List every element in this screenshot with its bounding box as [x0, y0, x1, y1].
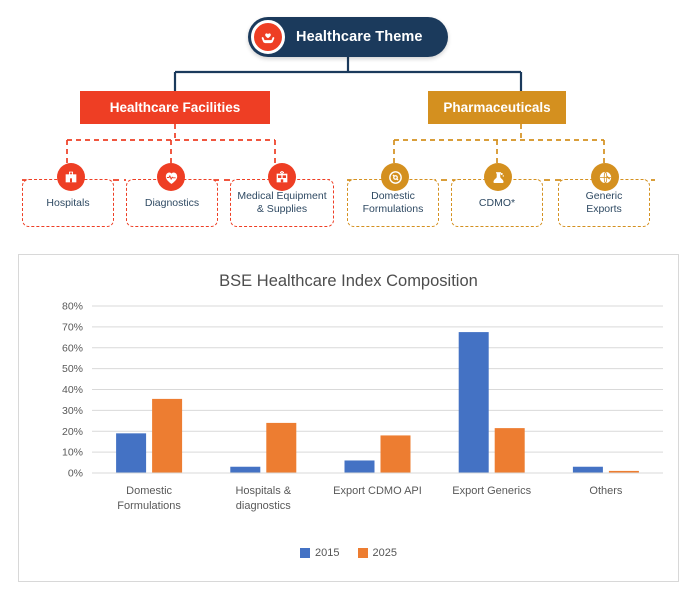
leaf-hospitals-label: Hospitals [46, 196, 90, 209]
healthcare-theme-hierarchy-diagram: Healthcare Theme Healthcare Facilities P… [0, 0, 697, 245]
node-pharmaceuticals-label: Pharmaceuticals [443, 100, 551, 115]
y-axis-tick-label: 40% [62, 384, 83, 396]
bar-2025-3[interactable] [494, 428, 525, 473]
x-axis-tick-label: Others [589, 485, 623, 497]
leaf-medical-equipment-label-line1: Medical Equipment [237, 190, 327, 202]
leaf-domestic-formulations-label-line1: Domestic [371, 190, 415, 202]
legend-label: 2025 [372, 547, 397, 559]
bar-2025-0[interactable] [152, 398, 183, 473]
grouped-bar-chart: 0% 10% 20% 30% 40% 50% 60% 70% 80% Domestic Formul… [62, 301, 663, 512]
leaf-generic-exports-label-line1: Generic [585, 190, 623, 202]
x-axis-tick-label: Formulations [117, 500, 181, 512]
root-node-healthcare-theme[interactable]: Healthcare Theme [248, 17, 448, 57]
root-node-label: Healthcare Theme [296, 29, 423, 45]
x-axis-tick-label: Export Generics [452, 485, 531, 497]
healthcare-hands-heart-icon [251, 20, 285, 54]
y-axis-tick-label: 20% [62, 426, 83, 438]
x-axis-tick-label: Domestic [126, 485, 172, 497]
lab-flask-icon [484, 163, 512, 191]
legend-swatch-icon [357, 548, 368, 558]
y-axis-tick-label: 80% [62, 301, 83, 313]
x-axis-tick-label: Hospitals & [235, 485, 291, 497]
legend-swatch-icon [300, 548, 311, 558]
y-axis-tick-label: 0% [68, 468, 83, 480]
bar-2015-4[interactable] [572, 466, 603, 473]
globe-export-icon [591, 163, 619, 191]
leaf-cdmo-label: CDMO* [478, 196, 516, 209]
bar-2025-2[interactable] [380, 435, 411, 473]
legend-label: 2015 [315, 547, 340, 559]
medical-equipment-icon [268, 163, 296, 191]
leaf-domestic-formulations-label-line2: Formulations [362, 203, 424, 215]
node-healthcare-facilities[interactable]: Healthcare Facilities [80, 91, 270, 124]
bar-2015-1[interactable] [230, 466, 261, 473]
chart-plot-area: 0% 10% 20% 30% 40% 50% 60% 70% 80% Domestic Formul… [19, 291, 680, 521]
hospital-icon [57, 163, 85, 191]
bar-2025-4[interactable] [608, 470, 639, 473]
bar-2015-2[interactable] [344, 460, 375, 473]
leaf-medical-equipment-label-line2: & Supplies [256, 203, 308, 215]
y-axis-tick-label: 30% [62, 405, 83, 417]
legend-item-2025[interactable]: 2025 [357, 547, 397, 559]
node-pharmaceuticals[interactable]: Pharmaceuticals [428, 91, 566, 124]
node-healthcare-facilities-label: Healthcare Facilities [109, 100, 241, 115]
bar-2025-1[interactable] [266, 422, 297, 473]
leaf-generic-exports-label-line2: Exports [586, 203, 622, 215]
y-axis-tick-label: 10% [62, 447, 83, 459]
y-axis-tick-label: 50% [62, 363, 83, 375]
chart-legend: 2015 2025 [19, 547, 678, 559]
x-axis-tick-label: diagnostics [236, 500, 292, 512]
bar-2015-3[interactable] [458, 332, 489, 473]
pill-capsule-icon [381, 163, 409, 191]
x-axis-tick-label: Export CDMO API [333, 485, 422, 497]
chart-title: BSE Healthcare Index Composition [219, 272, 478, 290]
y-axis-tick-label: 60% [62, 342, 83, 354]
bse-healthcare-index-chart-panel: BSE Healthcare Index Composition 0% 10% 20… [18, 254, 679, 582]
heart-pulse-icon [157, 163, 185, 191]
y-axis-tick-label: 70% [62, 321, 83, 333]
bar-2015-0[interactable] [116, 433, 147, 473]
legend-item-2015[interactable]: 2015 [300, 547, 340, 559]
leaf-diagnostics-label: Diagnostics [144, 196, 200, 209]
